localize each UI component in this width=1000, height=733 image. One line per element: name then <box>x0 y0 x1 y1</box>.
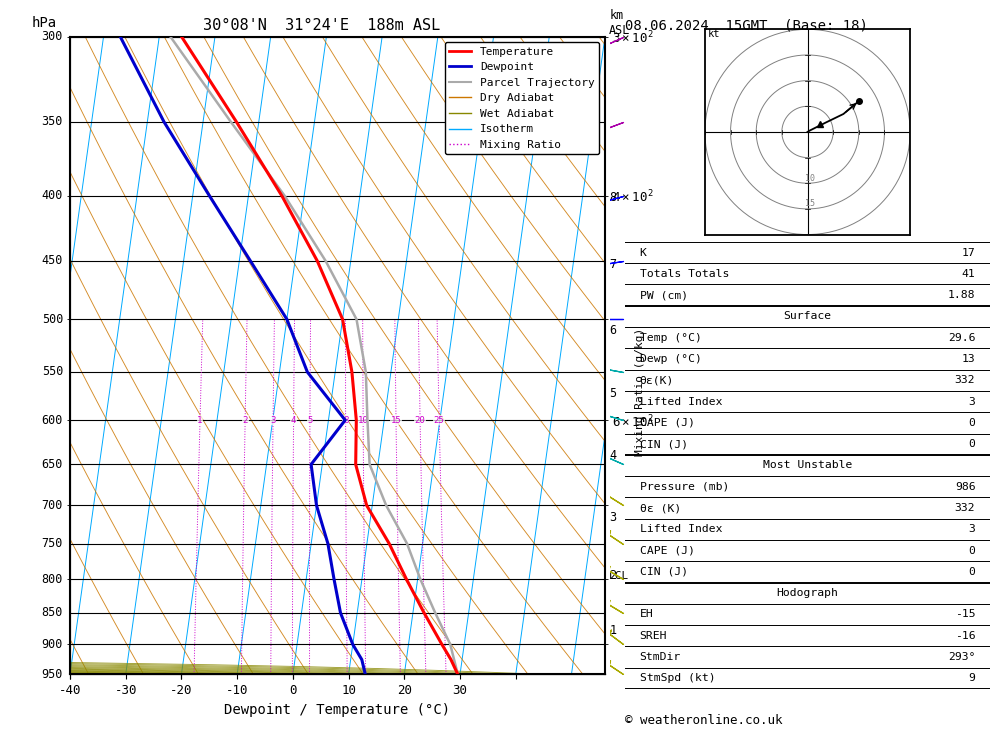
Text: 500: 500 <box>42 313 63 325</box>
Text: 3: 3 <box>969 397 975 407</box>
Text: 3: 3 <box>969 524 975 534</box>
Text: 15: 15 <box>391 416 401 424</box>
Text: 0: 0 <box>969 567 975 577</box>
Text: 08.06.2024  15GMT  (Base: 18): 08.06.2024 15GMT (Base: 18) <box>625 18 868 32</box>
Text: θε (K): θε (K) <box>640 503 681 513</box>
Text: km
ASL: km ASL <box>609 9 631 37</box>
Text: Temp (°C): Temp (°C) <box>640 333 701 343</box>
Text: 1: 1 <box>197 416 203 424</box>
Text: 600: 600 <box>42 413 63 427</box>
Text: 3: 3 <box>609 511 616 523</box>
Text: 20: 20 <box>415 416 425 424</box>
Text: 2: 2 <box>609 570 616 582</box>
Text: 1.88: 1.88 <box>948 290 975 300</box>
Text: Mixing Ratio (g/kg): Mixing Ratio (g/kg) <box>635 328 645 456</box>
Text: 300: 300 <box>42 30 63 43</box>
Text: 5: 5 <box>609 387 616 400</box>
Text: 15: 15 <box>805 199 815 208</box>
Text: kt: kt <box>707 29 720 39</box>
Text: 293°: 293° <box>948 652 975 662</box>
Text: Lifted Index: Lifted Index <box>640 397 722 407</box>
Text: 650: 650 <box>42 458 63 471</box>
Text: Pressure (mb): Pressure (mb) <box>640 482 729 492</box>
Text: StmDir: StmDir <box>640 652 681 662</box>
Text: 7: 7 <box>609 258 616 271</box>
Text: 0: 0 <box>969 545 975 556</box>
Text: Lifted Index: Lifted Index <box>640 524 722 534</box>
Text: 5: 5 <box>307 416 313 424</box>
X-axis label: Dewpoint / Temperature (°C): Dewpoint / Temperature (°C) <box>224 703 451 717</box>
Text: LCL: LCL <box>609 571 630 581</box>
Title: 30°08'N  31°24'E  188m ASL: 30°08'N 31°24'E 188m ASL <box>203 18 440 33</box>
Text: 0: 0 <box>969 439 975 449</box>
Text: -15: -15 <box>955 610 975 619</box>
Text: 750: 750 <box>42 537 63 550</box>
Text: 450: 450 <box>42 254 63 268</box>
Text: Dewp (°C): Dewp (°C) <box>640 354 701 364</box>
Text: Hodograph: Hodograph <box>777 588 838 598</box>
Text: K: K <box>640 248 646 257</box>
Text: Totals Totals: Totals Totals <box>640 269 729 279</box>
Text: 3: 3 <box>270 416 276 424</box>
Text: CIN (J): CIN (J) <box>640 439 688 449</box>
Text: PW (cm): PW (cm) <box>640 290 688 300</box>
Text: 4: 4 <box>291 416 296 424</box>
Text: hPa: hPa <box>32 16 57 30</box>
Text: 8: 8 <box>343 416 348 424</box>
Text: © weatheronline.co.uk: © weatheronline.co.uk <box>625 714 782 727</box>
Text: 350: 350 <box>42 115 63 128</box>
Text: 25: 25 <box>434 416 445 424</box>
Text: Most Unstable: Most Unstable <box>763 460 852 471</box>
Text: 950: 950 <box>42 668 63 681</box>
Text: CIN (J): CIN (J) <box>640 567 688 577</box>
Text: 41: 41 <box>962 269 975 279</box>
Text: θε(K): θε(K) <box>640 375 674 386</box>
Text: 4: 4 <box>609 449 616 463</box>
Text: 700: 700 <box>42 499 63 512</box>
Text: 400: 400 <box>42 189 63 202</box>
Text: 1: 1 <box>609 624 616 637</box>
Text: 550: 550 <box>42 366 63 378</box>
Text: SREH: SREH <box>640 631 667 641</box>
Text: 800: 800 <box>42 572 63 586</box>
Text: CAPE (J): CAPE (J) <box>640 418 695 428</box>
Text: 10: 10 <box>358 416 369 424</box>
Text: 13: 13 <box>962 354 975 364</box>
Text: Surface: Surface <box>783 312 832 321</box>
Text: EH: EH <box>640 610 653 619</box>
Text: 332: 332 <box>955 375 975 386</box>
Text: 2: 2 <box>242 416 248 424</box>
Text: 850: 850 <box>42 606 63 619</box>
Text: 9: 9 <box>969 674 975 683</box>
Text: 29.6: 29.6 <box>948 333 975 343</box>
Text: 10: 10 <box>805 174 815 183</box>
Text: -16: -16 <box>955 631 975 641</box>
Text: 17: 17 <box>962 248 975 257</box>
Legend: Temperature, Dewpoint, Parcel Trajectory, Dry Adiabat, Wet Adiabat, Isotherm, Mi: Temperature, Dewpoint, Parcel Trajectory… <box>445 43 599 155</box>
Text: 986: 986 <box>955 482 975 492</box>
Text: 332: 332 <box>955 503 975 513</box>
Text: 0: 0 <box>969 418 975 428</box>
Text: CAPE (J): CAPE (J) <box>640 545 695 556</box>
Text: 6: 6 <box>609 324 616 336</box>
Text: 900: 900 <box>42 638 63 651</box>
Text: 8: 8 <box>609 191 616 204</box>
Text: StmSpd (kt): StmSpd (kt) <box>640 674 715 683</box>
